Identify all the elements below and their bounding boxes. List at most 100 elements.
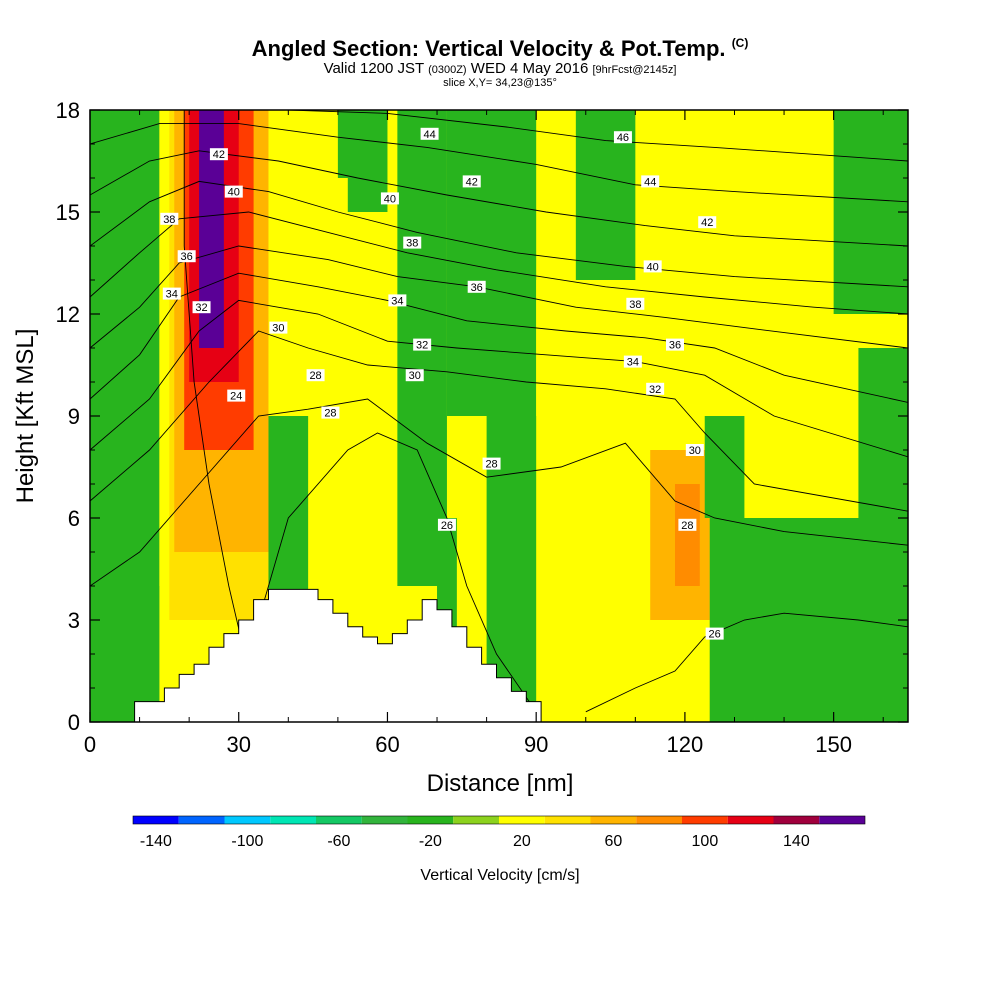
y-axis-label: Height [Kft MSL]: [12, 329, 39, 504]
contour-label-bg: [685, 444, 704, 456]
contour-label-bg: [227, 389, 246, 402]
contour-label-bg: [405, 369, 424, 382]
contour-label-bg: [437, 518, 456, 531]
theta-contour-26: [585, 612, 908, 713]
x-tick-label: 150: [815, 732, 852, 757]
theta-contour-40: [90, 180, 908, 288]
contour-label-text: 40: [228, 187, 240, 199]
contour-label-bg: [641, 175, 660, 188]
colorbar-tick-label: -20: [419, 833, 442, 850]
velocity-field: [90, 110, 908, 722]
contour-label-text: 28: [485, 459, 497, 471]
colorbar-tick-label: 60: [604, 833, 622, 850]
colorbar-swatch: [407, 816, 454, 824]
contour-label-text: 24: [230, 391, 242, 403]
contour-label-bg: [705, 627, 724, 640]
contour-label-bg: [403, 236, 422, 249]
theta-contours: [90, 110, 908, 722]
velocity-cell: [858, 348, 908, 620]
contour-label-text: 30: [689, 445, 701, 457]
colorbar: -140 -100 -60 -20 20 60 100 140: [132, 815, 866, 850]
y-tick-label: 15: [56, 200, 80, 225]
contour-label-bg: [665, 338, 684, 351]
valid-time-line: Valid 1200 JST (0300Z) WED 4 May 2016 [9…: [0, 60, 1000, 77]
contour-label-text: 42: [701, 217, 713, 229]
chart-title: Angled Section: Vertical Velocity & Pot.…: [0, 36, 1000, 62]
contour-label-bg: [162, 287, 181, 300]
y-tick-label: 9: [68, 404, 80, 429]
velocity-cell: [833, 110, 908, 314]
contour-label-bg: [413, 338, 432, 351]
contour-label: 28: [678, 518, 697, 532]
colorbar-swatch: [361, 816, 408, 824]
x-tick-label: 120: [667, 732, 704, 757]
contour-label-bg: [698, 216, 717, 229]
contour-label-text: 36: [669, 340, 681, 352]
colorbar-swatch: [773, 816, 820, 824]
valid-utc: (0300Z): [428, 64, 467, 76]
contour-label: 34: [162, 287, 181, 301]
contour-label-text: 32: [195, 302, 207, 314]
contour-label: 40: [380, 192, 399, 205]
contour-label-text: 40: [384, 193, 396, 205]
colorbar-tick-label: 140: [783, 833, 810, 850]
theta-contour-46: [288, 110, 908, 162]
contour-label: 40: [643, 260, 662, 273]
contour-label-text: 38: [629, 299, 641, 311]
contour-label: 32: [413, 338, 432, 352]
colorbar-swatch: [316, 816, 362, 824]
contour-label-text: 40: [647, 261, 659, 273]
contour-label-bg: [192, 301, 211, 314]
contour-label-bg: [269, 321, 288, 334]
velocity-cell: [536, 280, 606, 722]
colorbar-tick-label: -100: [231, 833, 263, 850]
contour-label-bg: [306, 369, 325, 382]
colorbar-swatch: [224, 816, 271, 824]
contour-label: 32: [646, 382, 665, 396]
contour-label-text: 42: [466, 176, 478, 188]
colorbar-swatch: [178, 816, 225, 824]
contour-label: 36: [177, 250, 196, 263]
contour-label-text: 26: [441, 520, 453, 532]
colorbar-tick-label: -60: [327, 833, 350, 850]
contour-label: 44: [420, 127, 439, 141]
colorbar-swatch: [499, 816, 545, 824]
contour-label-bg: [626, 297, 645, 310]
contour-label-bg: [321, 406, 340, 419]
contour-label-text: 44: [423, 129, 435, 141]
theta-contour-34: [90, 272, 908, 403]
theta-contour-38: [90, 211, 908, 315]
contour-label-text: 30: [409, 370, 421, 382]
colorbar-swatch: [590, 816, 637, 824]
contour-label: 42: [698, 216, 717, 229]
contour-label-text: 28: [309, 370, 321, 382]
x-tick-label: 90: [524, 732, 548, 757]
contour-label: 46: [613, 131, 632, 144]
contour-label-bg: [643, 260, 662, 273]
contour-label: 28: [306, 369, 325, 382]
colorbar-tick-label: 20: [513, 833, 531, 850]
colorbar-swatch: [819, 816, 865, 824]
contour-label-text: 36: [471, 282, 483, 294]
contour-label-bg: [224, 185, 243, 198]
contour-label-bg: [160, 212, 179, 225]
x-axis-label: Distance [nm]: [427, 770, 574, 797]
contour-label-bg: [482, 457, 501, 470]
velocity-cell: [744, 110, 844, 518]
terrain: [90, 588, 908, 723]
contour-label: 38: [626, 297, 645, 311]
contour-label-text: 32: [416, 340, 428, 352]
velocity-cell: [674, 484, 700, 586]
theta-contour-36: [90, 245, 908, 349]
contour-label: 30: [405, 369, 424, 382]
y-tick-label: 6: [68, 506, 80, 531]
contour-label: 26: [437, 518, 456, 532]
contour-label-text: 30: [272, 323, 284, 335]
contour-label-text: 42: [213, 149, 225, 161]
contour-label-text: 26: [709, 629, 721, 641]
contour-label-bg: [646, 382, 665, 395]
contour-label-bg: [177, 250, 196, 263]
contour-label-bg: [420, 127, 439, 140]
